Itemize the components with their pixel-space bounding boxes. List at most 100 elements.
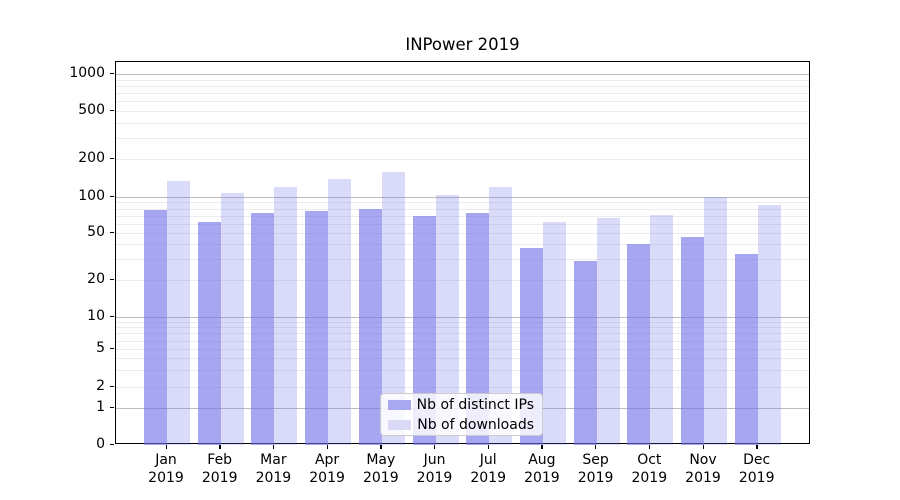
gridline-minor [116,93,809,95]
x-tick-label-jul: Jul 2019 [470,452,506,486]
gridline-major [116,317,809,318]
x-tick-mark [595,445,597,449]
x-tick-label-may: May 2019 [362,452,399,486]
gridline-minor [116,280,809,281]
bar-downloads-jun [435,194,459,445]
y-tick-label: 2 [96,378,105,394]
x-tick-label-nov: Nov 2019 [685,452,721,486]
gridline-minor [116,122,809,124]
gridline-minor [116,244,809,246]
y-tick-mark [110,278,114,280]
y-tick-label: 500 [78,102,105,118]
bar-distinct-ips-jul [466,213,490,445]
x-tick-mark [648,445,651,449]
gridline-minor [116,223,809,225]
x-tick-mark [219,445,221,449]
bar-distinct-ips-apr [305,210,329,445]
gridline-minor [116,233,809,234]
bar-distinct-ips-mar [251,213,275,445]
plot-area [115,61,810,445]
y-tick-mark [110,109,114,111]
gridline-minor [116,208,809,210]
bar-downloads-may [381,171,405,445]
x-tick-label-mar: Mar 2019 [255,452,292,486]
legend-swatch-distinct-ips [388,399,411,410]
y-tick-mark [110,72,114,74]
legend: Nb of distinct IPs Nb of downloads [380,393,543,436]
x-tick-mark [487,445,490,449]
gridline-minor [116,85,809,87]
gridline-minor [116,202,809,204]
x-tick-mark [702,445,704,449]
bar-downloads-jan [167,180,190,445]
gridline-minor [116,340,809,342]
gridline-minor [116,387,809,388]
y-tick-label: 200 [78,150,105,166]
legend-item-downloads: Nb of downloads [388,417,534,433]
x-tick-mark [541,445,543,449]
bar-distinct-ips-sep [573,260,597,445]
gridline-minor [116,111,809,112]
bar-distinct-ips-oct [627,244,651,445]
bar-downloads-sep [596,217,620,445]
y-tick-label: 0 [96,436,105,452]
chart-title: INPower 2019 [405,35,520,54]
gridline-minor [116,101,809,103]
y-tick-mark [110,195,114,197]
y-tick-mark [110,385,114,387]
y-tick-mark [110,443,114,445]
x-tick-label-sep: Sep 2019 [577,452,614,486]
bar-downloads-apr [328,178,352,445]
x-tick-mark [756,445,758,449]
x-tick-label-jun: Jun 2019 [416,452,453,486]
y-tick-mark [110,347,114,349]
legend-label-downloads: Nb of downloads [417,416,534,433]
x-tick-label-feb: Feb 2019 [201,452,238,486]
legend-item-distinct-ips: Nb of distinct IPs [388,397,534,413]
x-tick-label-oct: Oct 2019 [631,452,668,486]
gridline-minor [116,370,809,372]
bar-downloads-oct [650,214,674,445]
bar-distinct-ips-may [358,208,382,445]
gridline-minor [116,327,809,329]
gridline-minor [116,79,809,81]
gridline-minor [116,215,809,217]
x-tick-mark [380,445,382,449]
x-tick-label-apr: Apr 2019 [309,452,345,486]
y-tick-label: 1 [96,399,105,415]
bar-distinct-ips-jan [144,209,167,445]
gridline-minor [116,358,809,360]
y-tick-label: 100 [78,188,105,204]
bar-distinct-ips-feb [197,221,221,445]
bar-downloads-aug [542,221,566,445]
legend-label-distinct-ips: Nb of distinct IPs [416,396,534,413]
gridline-minor [116,333,809,335]
x-tick-label-aug: Aug 2019 [524,452,560,486]
gridline-minor [116,159,809,160]
bar-downloads-dec [757,205,781,445]
y-tick-mark [110,315,114,317]
y-tick-mark [110,406,114,408]
gridline-minor [116,321,809,323]
x-tick-mark [272,445,275,449]
x-tick-mark [434,445,436,449]
gridline-major [116,74,809,75]
bar-distinct-ips-dec [734,254,758,445]
bar-distinct-ips-jun [412,215,436,445]
y-tick-label: 20 [87,271,105,287]
y-tick-label: 5 [96,340,105,356]
bar-distinct-ips-nov [681,237,704,445]
y-tick-mark [110,231,114,233]
gridline-minor [116,137,809,139]
bar-downloads-feb [220,192,244,445]
bar-downloads-mar [274,187,298,445]
y-tick-label: 1000 [69,65,105,81]
gridline-minor [116,259,809,261]
x-tick-mark [165,445,167,449]
legend-swatch-downloads [388,419,411,430]
x-tick-label-jan: Jan 2019 [148,452,184,486]
x-tick-mark [326,445,328,449]
gridline-minor [116,349,809,350]
y-tick-mark [110,157,114,159]
bar-downloads-jul [489,187,513,445]
